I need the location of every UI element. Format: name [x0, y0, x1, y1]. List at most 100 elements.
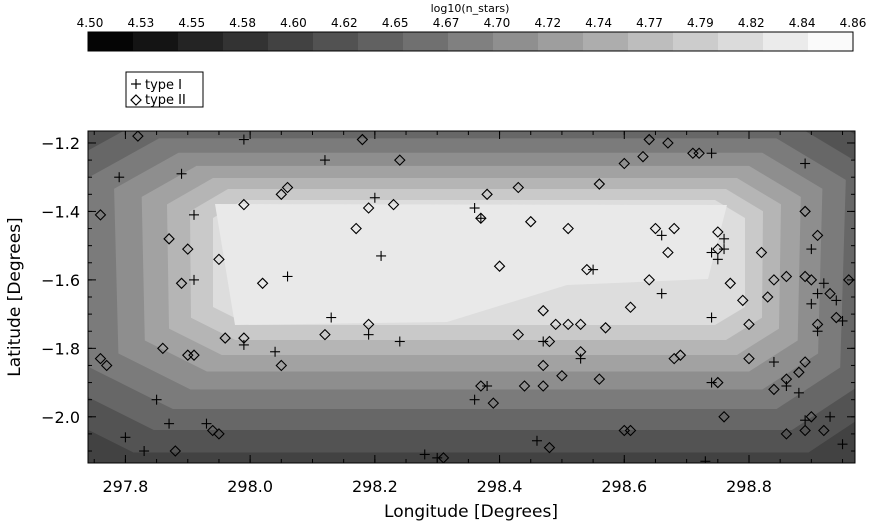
- type-1-marker: [139, 446, 150, 457]
- y-tick-label: −2.0: [41, 408, 80, 427]
- colorbar-tick-label: 4.60: [280, 16, 307, 30]
- type-1-marker: [719, 233, 730, 244]
- type-2-marker: [712, 376, 724, 389]
- colorbar-tick-label: 4.65: [382, 16, 409, 30]
- type-2-marker: [662, 137, 674, 149]
- type-2-marker: [181, 349, 194, 361]
- colorbar-tick-label: 4.72: [534, 16, 561, 30]
- type-2-marker: [668, 352, 680, 365]
- type-2-marker: [562, 318, 574, 331]
- type-2-marker: [780, 373, 793, 385]
- type-2-marker: [556, 369, 568, 382]
- colorbar-swatch: [448, 32, 494, 51]
- type-2-marker: [275, 359, 288, 372]
- type-1-marker: [719, 244, 730, 255]
- type-2-marker: [761, 291, 774, 303]
- type-2-marker: [537, 304, 549, 317]
- legend-marker-plus-icon: [131, 79, 141, 89]
- type-2-marker: [350, 222, 362, 235]
- colorbar-swatch: [808, 32, 854, 51]
- type-2-marker: [643, 274, 655, 286]
- colorbar-swatch: [268, 32, 314, 51]
- colorbar-label: log10(n_stars): [431, 2, 510, 15]
- type-2-marker: [394, 154, 406, 166]
- colorbar-swatch: [538, 32, 584, 51]
- type-2-marker: [780, 428, 793, 440]
- type-2-marker: [475, 212, 487, 225]
- type-2-marker: [712, 226, 724, 238]
- type-2-marker: [574, 345, 587, 358]
- type-2-marker: [830, 311, 843, 324]
- type-2-marker: [163, 233, 175, 245]
- type-2-marker: [537, 359, 549, 372]
- type-1-marker: [326, 312, 337, 323]
- type-1-marker: [706, 312, 717, 323]
- y-tick-label: −1.8: [41, 339, 80, 358]
- legend-box: [125, 71, 204, 108]
- type-2-marker: [206, 424, 219, 437]
- colorbar-swatch: [583, 32, 629, 51]
- type-2-marker: [643, 133, 655, 146]
- legend: type I type II: [125, 71, 204, 108]
- type-1-marker: [831, 295, 842, 306]
- type-1-marker: [164, 418, 175, 429]
- colorbar: log10(n_stars) 4.50 4.53 4.55 4.58 4.60 4.62 4…: [77, 2, 866, 52]
- type-2-marker: [743, 352, 755, 365]
- type-1-marker: [706, 377, 717, 388]
- type-1-marker: [837, 439, 848, 450]
- type-2-marker: [799, 205, 811, 218]
- type-2-marker: [132, 131, 144, 142]
- colorbar-tick-label: 4.82: [738, 16, 765, 30]
- colorbar-swatch: [718, 32, 764, 51]
- type-2-marker: [512, 328, 525, 341]
- type-2-marker: [493, 260, 506, 272]
- type-2-marker: [275, 188, 288, 201]
- type-1-marker: [818, 278, 829, 289]
- y-axis-ticks: −1.2 −1.4 −1.6 −1.8 −2.0: [41, 134, 855, 452]
- type-2-marker: [818, 424, 830, 437]
- type-2-marker: [599, 322, 612, 334]
- type-1-marker: [363, 329, 374, 340]
- x-tick-label: 298.6: [601, 477, 647, 496]
- type-1-marker: [781, 380, 792, 391]
- colorbar-swatch: [358, 32, 404, 51]
- colorbar-tick-label: 4.58: [229, 16, 256, 30]
- type-2-marker: [319, 328, 331, 341]
- type-2-marker: [649, 222, 662, 235]
- x-tick-label: 298.0: [227, 477, 273, 496]
- type-2-marker: [362, 318, 375, 331]
- type-2-marker: [799, 270, 811, 283]
- colorbar-tick-label: 4.79: [687, 16, 714, 30]
- type-2-marker: [780, 270, 793, 283]
- type-2-marker: [256, 277, 269, 290]
- colorbar-tick-label: 4.84: [789, 16, 816, 30]
- type-1-marker: [800, 158, 811, 169]
- type-2-marker: [624, 301, 637, 314]
- type-1-marker: [706, 148, 717, 159]
- type-1-marker: [837, 315, 848, 326]
- colorbar-tick-label: 4.77: [636, 16, 663, 30]
- type-2-marker: [487, 397, 500, 409]
- type-1-marker: [114, 172, 125, 183]
- type-1-marker: [575, 353, 586, 364]
- type-2-marker: [712, 243, 724, 255]
- type-2-marker: [668, 222, 680, 235]
- type-1-marker: [812, 326, 823, 337]
- colorbar-tick-label: 4.53: [128, 16, 155, 30]
- type-1-marker: [376, 250, 387, 261]
- colorbar-swatch: [673, 32, 719, 51]
- x-axis-label: Longitude [Degrees]: [384, 502, 558, 522]
- type-2-marker: [238, 332, 250, 344]
- type-1-marker: [151, 394, 162, 405]
- type-1-marker: [394, 336, 405, 347]
- type-2-marker: [475, 380, 487, 392]
- type-1-marker: [768, 357, 779, 368]
- contour-bands: [88, 131, 855, 463]
- colorbar-swatches: [88, 32, 854, 51]
- type-1-marker: [270, 346, 281, 357]
- x-tick-label: 298.2: [352, 477, 398, 496]
- type-2-marker: [624, 424, 637, 437]
- colorbar-swatch: [493, 32, 539, 51]
- colorbar-swatch: [763, 32, 809, 51]
- type-1-marker: [656, 230, 667, 241]
